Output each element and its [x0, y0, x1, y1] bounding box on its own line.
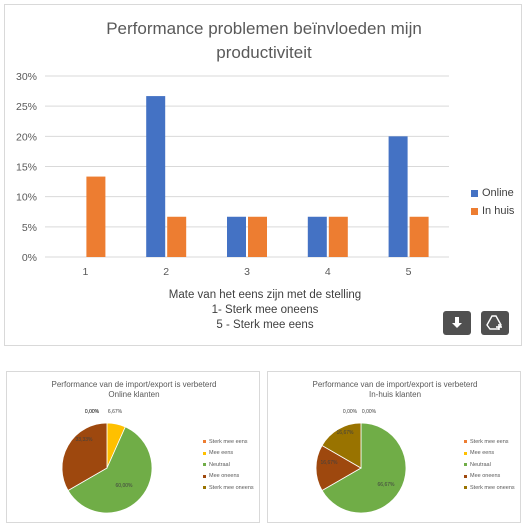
pie1-legend-label-sterk-mee-oneens: Sterk mee oneens — [209, 484, 254, 491]
bar-in-huis — [248, 216, 267, 257]
y-tick-label: 30% — [16, 71, 37, 83]
pie1-legend-label-neutraal: Neutraal — [209, 461, 230, 468]
pie2-legend-swatch-mee-eens — [464, 451, 467, 455]
pie-slice-neutraal — [321, 422, 407, 514]
y-tick-label: 25% — [16, 101, 37, 113]
pie1-legend-item: Sterk mee oneens — [203, 482, 254, 494]
chart-title-line2: productiviteit — [216, 43, 312, 62]
pie-slice-neutraal — [67, 426, 153, 514]
x-tick-label: 1 — [82, 266, 88, 278]
pie2-legend-item: Sterk mee oneens — [464, 482, 515, 494]
pie2-legend-swatch-sterk-mee-oneens — [464, 486, 467, 490]
download-button[interactable] — [443, 311, 471, 335]
pie2-legend-item: Neutraal — [464, 459, 515, 471]
bar-online — [388, 136, 408, 257]
pie1-legend-label-mee-oneens: Mee oneens — [209, 473, 240, 480]
pie1-legend-item: Mee oneens — [203, 471, 254, 483]
pie2-legend-label-sterk-mee-oneens: Sterk mee oneens — [470, 484, 515, 491]
y-tick-label: 15% — [16, 162, 37, 174]
y-tick-label: 0% — [22, 252, 37, 264]
pie1-legend-swatch-sterk-mee-oneens — [203, 486, 206, 490]
pie-slice-sterk-mee-oneens — [321, 422, 362, 469]
pie-slice-mee-oneens — [61, 422, 108, 492]
x-tick-label: 2 — [163, 266, 169, 278]
x-tick-label: 3 — [244, 266, 250, 278]
pie-data-label: 16,67% — [337, 430, 355, 436]
bar-online — [227, 216, 246, 257]
pie1-legend-item: Mee eens — [203, 448, 254, 460]
legend-swatch-in-huis — [471, 207, 478, 215]
chart-legend: Online In huis — [471, 184, 514, 220]
pie1-legend: Sterk mee eens Mee eens Neutraal Mee one… — [203, 436, 254, 494]
pie1-legend-swatch-mee-eens — [203, 451, 206, 455]
pie1-title-line1: Performance van de import/export is verb… — [51, 380, 217, 389]
pie2-legend: Sterk mee eens Mee eens Neutraal Mee one… — [464, 436, 515, 494]
pie1-legend-label-mee-eens: Mee eens — [209, 450, 234, 457]
pie1-legend-item: Sterk mee eens — [203, 436, 254, 448]
y-tick-label: 20% — [16, 131, 37, 143]
add-to-drive-button[interactable] — [481, 311, 509, 335]
pie-data-label: 0,00% — [85, 409, 100, 415]
legend-label-online: Online — [482, 187, 514, 199]
chart-title: Performance problemen beïnvloeden mijn p… — [5, 17, 523, 65]
x-axis-label-line1: Mate van het eens zijn met de stelling — [168, 289, 362, 301]
pie2-legend-swatch-mee-oneens — [464, 474, 467, 478]
pie-chart-online-card: Performance van de import/export is verb… — [6, 371, 260, 523]
pie-slice-mee-oneens — [315, 444, 362, 492]
bar-in-huis — [167, 216, 187, 257]
x-axis-label-line3: 5 - Sterk mee eens — [216, 319, 314, 331]
bar-online — [307, 216, 327, 257]
pie2-legend-item: Mee eens — [464, 448, 515, 460]
pie-data-label: 6,67% — [108, 409, 123, 415]
pie-data-label: 60,00% — [116, 483, 134, 489]
pie-chart-in-huis-card: Performance van de import/export is verb… — [267, 371, 521, 523]
pie1-legend-label-sterk-mee-eens: Sterk mee eens — [209, 438, 248, 445]
pie-data-label: 16,67% — [321, 460, 339, 466]
bar-in-huis — [328, 216, 348, 257]
pie-data-label: 0,00% — [85, 409, 100, 415]
pie2-title-line1: Performance van de import/export is verb… — [312, 380, 478, 389]
pie2-legend-label-mee-eens: Mee eens — [470, 450, 495, 457]
pie2-legend-label-sterk-mee-eens: Sterk mee eens — [470, 438, 509, 445]
pie-data-label: 33,33% — [76, 437, 94, 443]
pie1-legend-item: Neutraal — [203, 459, 254, 471]
legend-label-in-huis: In huis — [482, 205, 515, 217]
pie-data-label: 0,00% — [343, 409, 358, 415]
pie2-legend-label-mee-oneens: Mee oneens — [470, 473, 501, 480]
pie1-legend-swatch-sterk-mee-eens — [203, 440, 206, 444]
pie1-title-line2: Online klanten — [108, 390, 160, 399]
bar-chart-plot: 0% 5% 10% 15% 20% 25% 30% 1 2 3 4 5 — [16, 71, 449, 278]
pie-data-label: 66,67% — [378, 482, 396, 488]
pie1-legend-swatch-mee-oneens — [203, 474, 206, 478]
pie2-legend-item: Mee oneens — [464, 471, 515, 483]
x-tick-label: 5 — [406, 266, 412, 278]
download-arrow-icon — [452, 317, 462, 328]
pie2-legend-swatch-neutraal — [464, 463, 467, 467]
chart-title-line1: Performance problemen beïnvloeden mijn — [106, 19, 422, 38]
legend-swatch-online — [471, 189, 478, 197]
pie2-legend-label-neutraal: Neutraal — [470, 461, 491, 468]
y-tick-label: 5% — [22, 222, 37, 234]
bar-online — [146, 96, 166, 257]
legend-item-online: Online — [471, 184, 514, 202]
pie1-legend-swatch-neutraal — [203, 463, 206, 467]
bar-chart-card: Performance problemen beïnvloeden mijn p… — [4, 4, 522, 346]
x-axis-label-line2: 1- Sterk mee oneens — [211, 304, 319, 316]
pie-chart-online: 0,00% 6,67%60,00%33,33%0,00% — [61, 409, 153, 514]
add-to-drive-icon — [486, 315, 502, 330]
pie-chart-in-huis: 0,00% 0,00% 66,67% 16,67% 16,67% — [315, 409, 407, 514]
pie2-title-line2: In-huis klanten — [368, 390, 422, 399]
pie2-legend-swatch-sterk-mee-eens — [464, 440, 467, 444]
x-tick-label: 4 — [325, 266, 331, 278]
pie2-legend-item: Sterk mee eens — [464, 436, 515, 448]
legend-item-in-huis: In huis — [471, 202, 514, 220]
bar-in-huis — [86, 176, 106, 257]
y-tick-label: 10% — [16, 192, 37, 204]
bar-in-huis — [409, 216, 429, 257]
pie-data-label: 0,00% — [362, 409, 377, 415]
